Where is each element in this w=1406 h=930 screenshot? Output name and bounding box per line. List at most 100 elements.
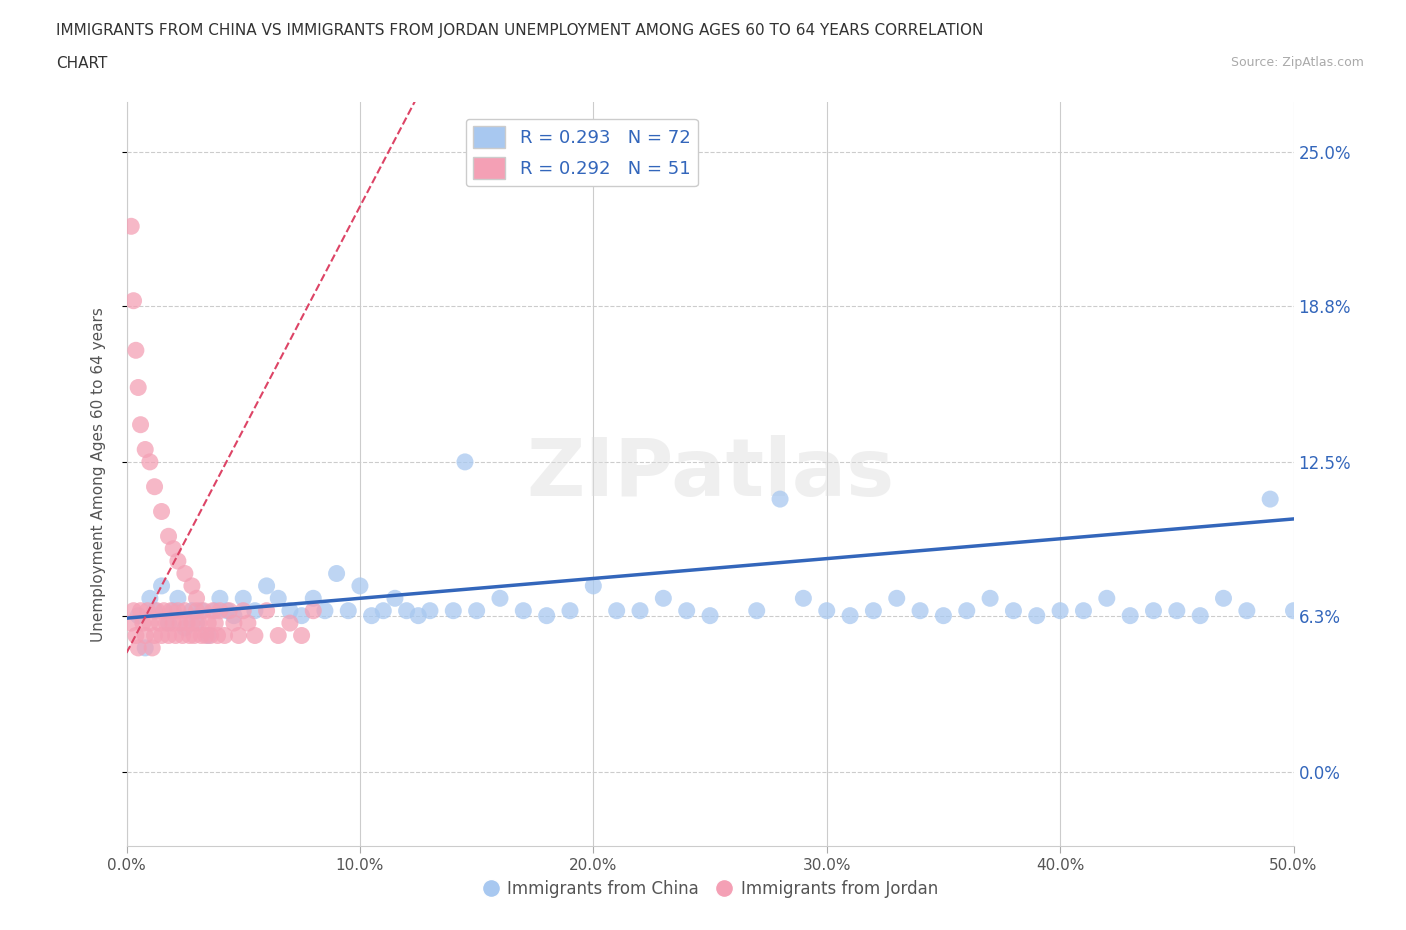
Point <box>134 628 156 643</box>
Point <box>127 380 149 395</box>
Point <box>150 628 173 643</box>
Point <box>127 608 149 623</box>
Point <box>769 492 792 507</box>
Point <box>204 604 226 618</box>
Legend: Immigrants from China, Immigrants from Jordan: Immigrants from China, Immigrants from J… <box>475 873 945 905</box>
Point <box>267 628 290 643</box>
Point <box>256 604 278 618</box>
Point <box>419 604 441 618</box>
Point <box>314 604 336 618</box>
Point <box>162 541 184 556</box>
Y-axis label: Unemployment Among Ages 60 to 64 years: Unemployment Among Ages 60 to 64 years <box>91 307 105 642</box>
Point <box>215 604 238 618</box>
Point <box>408 608 430 623</box>
Point <box>122 293 145 308</box>
Point <box>153 604 176 618</box>
Point <box>122 604 145 618</box>
Point <box>606 604 628 618</box>
Point <box>165 628 187 643</box>
Point <box>582 578 605 593</box>
Point <box>243 628 266 643</box>
Point <box>536 608 558 623</box>
Point <box>862 604 884 618</box>
Point <box>222 608 245 623</box>
Point <box>477 144 499 159</box>
Point <box>792 591 814 605</box>
Point <box>337 604 360 618</box>
Point <box>162 604 184 618</box>
Point <box>243 604 266 618</box>
Point <box>228 628 250 643</box>
Point <box>208 591 231 605</box>
Point <box>186 604 208 618</box>
Point <box>139 455 162 470</box>
Point <box>167 553 190 568</box>
Point <box>169 616 191 631</box>
Point <box>180 604 202 618</box>
Point <box>302 604 325 618</box>
Point <box>465 604 488 618</box>
Point <box>1119 608 1142 623</box>
Point <box>190 628 212 643</box>
Point <box>150 504 173 519</box>
Point <box>155 616 177 631</box>
Point <box>125 343 148 358</box>
Point <box>325 566 347 581</box>
Point <box>1212 591 1234 605</box>
Point <box>1073 604 1095 618</box>
Text: ZIPatlas: ZIPatlas <box>526 435 894 513</box>
Point <box>489 591 512 605</box>
Point <box>157 628 180 643</box>
Point <box>699 608 721 623</box>
Point <box>180 578 202 593</box>
Point <box>176 616 198 631</box>
Point <box>157 529 180 544</box>
Point <box>193 604 215 618</box>
Point <box>143 479 166 494</box>
Point <box>278 616 301 631</box>
Point <box>652 591 675 605</box>
Point <box>1049 604 1071 618</box>
Point <box>132 616 155 631</box>
Point <box>267 591 290 605</box>
Point <box>200 628 222 643</box>
Point <box>148 616 170 631</box>
Point <box>139 616 162 631</box>
Point <box>207 628 229 643</box>
Point <box>886 591 908 605</box>
Point <box>302 591 325 605</box>
Point <box>204 616 226 631</box>
Point <box>187 616 209 631</box>
Point <box>174 566 197 581</box>
Point <box>1002 604 1025 618</box>
Point <box>143 628 166 643</box>
Point <box>208 604 231 618</box>
Point <box>675 604 697 618</box>
Point <box>125 628 148 643</box>
Point <box>278 604 301 618</box>
Point <box>628 604 651 618</box>
Point <box>214 628 236 643</box>
Point <box>120 219 142 233</box>
Point <box>1025 608 1047 623</box>
Point <box>745 604 768 618</box>
Point <box>180 616 202 631</box>
Point <box>1095 591 1118 605</box>
Point <box>136 604 159 618</box>
Point <box>190 604 212 618</box>
Point <box>1189 608 1212 623</box>
Point <box>134 442 156 457</box>
Point <box>1142 604 1164 618</box>
Point <box>186 591 208 605</box>
Point <box>558 604 581 618</box>
Point <box>139 591 162 605</box>
Point <box>908 604 931 618</box>
Text: CHART: CHART <box>56 56 108 71</box>
Point <box>143 604 166 618</box>
Point <box>979 591 1001 605</box>
Point <box>141 641 163 656</box>
Point <box>1258 492 1281 507</box>
Point <box>162 616 184 631</box>
Point <box>186 616 208 631</box>
Point <box>1282 604 1305 618</box>
